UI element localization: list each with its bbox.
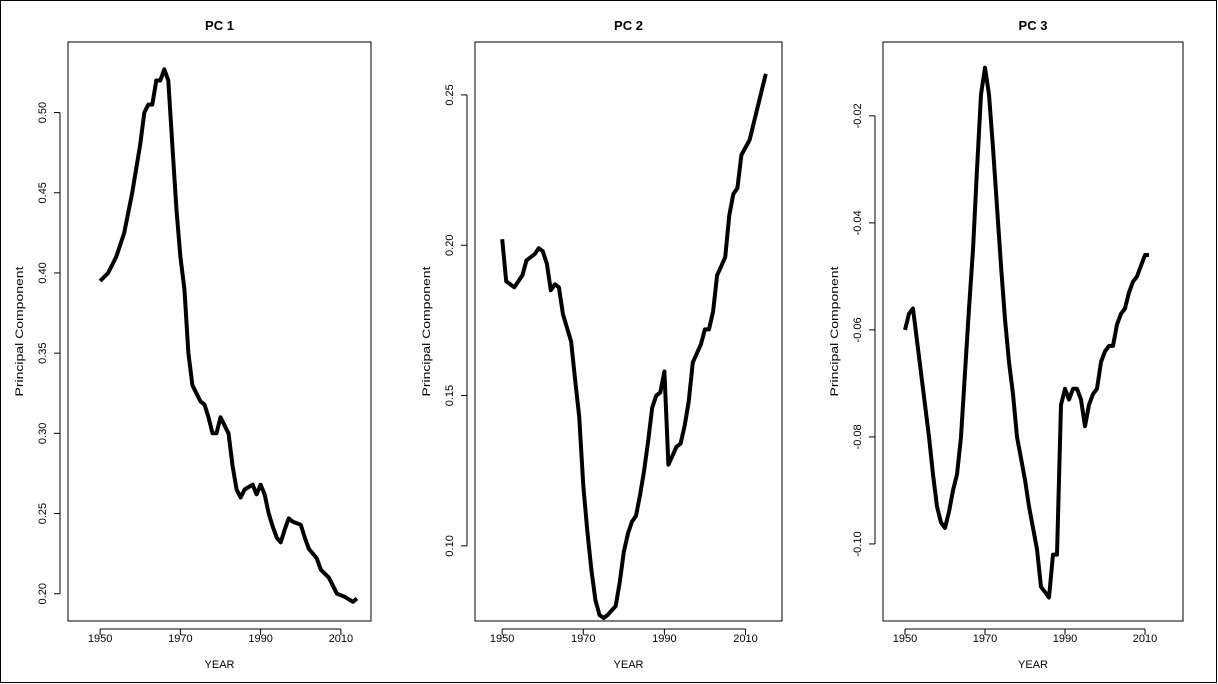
y-tick-label: -0.10	[852, 531, 864, 556]
plot-box	[474, 41, 783, 622]
x-tick-label: 1950	[893, 633, 917, 645]
chart-title: PC 2	[614, 18, 643, 33]
x-axis-label: YEAR	[1018, 659, 1048, 671]
y-tick-label: 0.25	[37, 503, 49, 524]
x-tick-label: 1950	[88, 633, 112, 645]
x-axis-label: YEAR	[205, 659, 235, 671]
y-tick-label: 0.25	[444, 84, 456, 105]
x-tick-label: 2010	[1133, 633, 1157, 645]
y-tick-label: 0.20	[37, 583, 49, 604]
y-tick-label: -0.06	[852, 317, 864, 342]
data-line	[98, 67, 359, 604]
plot-box	[67, 41, 372, 622]
y-tick-label: 0.30	[37, 423, 49, 444]
y-axis-label: Principal Component	[14, 267, 26, 397]
data-line	[500, 73, 768, 620]
y-tick-label: 0.50	[37, 102, 49, 123]
y-axis-label: Principal Component	[421, 267, 433, 397]
x-tick-label: 1970	[571, 633, 595, 645]
y-tick-label: -0.02	[852, 103, 864, 128]
chart-title: PC 1	[205, 18, 234, 33]
plot-box	[882, 41, 1184, 622]
y-tick-label: 0.40	[37, 262, 49, 283]
y-tick-label: -0.04	[852, 210, 864, 235]
x-tick-label: 1950	[490, 633, 514, 645]
y-tick-label: 0.15	[444, 385, 456, 406]
y-axis-label: Principal Component	[829, 267, 841, 397]
y-tick-label: -0.08	[852, 424, 864, 449]
x-tick-label: 2010	[329, 633, 353, 645]
x-tick-label: 1990	[1053, 633, 1077, 645]
y-tick-label: 0.20	[444, 235, 456, 256]
x-tick-label: 1970	[168, 633, 192, 645]
data-line	[903, 65, 1149, 600]
x-tick-label: 1970	[973, 633, 997, 645]
y-tick-label: 0.35	[37, 342, 49, 363]
x-tick-label: 1990	[652, 633, 676, 645]
chart-title: PC 3	[1019, 18, 1048, 33]
x-axis-label: YEAR	[614, 659, 644, 671]
y-tick-label: 0.10	[444, 535, 456, 556]
x-tick-label: 1990	[248, 633, 272, 645]
y-tick-label: 0.45	[37, 182, 49, 203]
x-tick-label: 2010	[733, 633, 757, 645]
